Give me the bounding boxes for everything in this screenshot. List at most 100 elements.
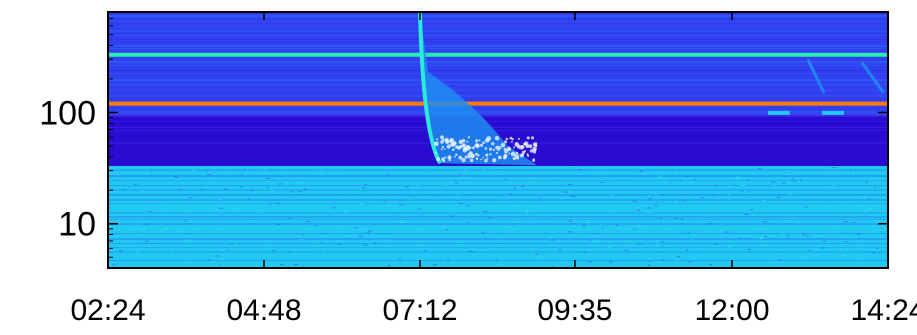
noise-speck	[207, 173, 212, 175]
noise-speck	[418, 263, 421, 265]
noise-speck	[568, 231, 572, 233]
noise-speck	[786, 170, 790, 172]
noise-speck	[823, 240, 827, 242]
band-striation	[108, 180, 888, 182]
burst-speck	[466, 140, 469, 143]
burst-speck	[503, 140, 508, 144]
band-striation	[108, 123, 888, 125]
noise-speck	[459, 203, 463, 205]
noise-speck	[530, 249, 533, 251]
noise-speck	[635, 186, 637, 188]
noise-speck	[415, 228, 420, 230]
band-striation	[108, 39, 888, 40]
noise-speck	[772, 220, 774, 222]
noise-speck	[871, 177, 875, 179]
noise-speck	[151, 206, 153, 208]
noise-speck	[608, 246, 612, 248]
noise-speck	[814, 204, 818, 206]
noise-speck	[228, 171, 232, 173]
noise-speck	[435, 191, 438, 193]
noise-speck	[430, 198, 432, 200]
noise-speck	[534, 207, 538, 209]
noise-speck	[513, 187, 517, 189]
noise-speck	[688, 261, 692, 263]
noise-speck	[747, 179, 751, 181]
burst-speck	[486, 157, 489, 160]
noise-speck	[639, 170, 643, 172]
noise-speck	[852, 171, 854, 173]
noise-speck	[747, 248, 751, 250]
band-striation	[108, 233, 888, 235]
noise-speck	[396, 198, 399, 200]
noise-speck	[770, 261, 773, 263]
burst-speck	[505, 137, 509, 141]
noise-speck	[563, 191, 568, 193]
noise-speck	[412, 185, 414, 187]
noise-speck	[629, 241, 634, 243]
noise-speck	[659, 218, 662, 220]
noise-speck	[725, 231, 729, 233]
noise-speck	[318, 170, 323, 172]
noise-speck	[141, 189, 143, 191]
x-tick-label: 07:12	[382, 294, 457, 327]
noise-speck	[290, 191, 293, 193]
noise-speck	[398, 258, 402, 260]
noise-speck	[798, 223, 801, 225]
noise-speck	[421, 258, 426, 260]
noise-speck	[294, 263, 299, 265]
noise-speck	[399, 222, 404, 224]
noise-speck	[335, 174, 338, 176]
noise-speck	[280, 263, 284, 265]
noise-speck	[541, 215, 546, 217]
noise-speck	[656, 244, 659, 246]
noise-speck	[115, 188, 117, 190]
band-striation	[108, 251, 888, 254]
noise-speck	[455, 182, 459, 184]
noise-speck	[354, 227, 358, 229]
noise-speck	[685, 176, 689, 178]
band-striation	[108, 26, 888, 27]
noise-speck	[247, 198, 251, 200]
burst-speck	[474, 152, 478, 156]
burst-speck	[484, 159, 488, 163]
noise-speck	[416, 185, 419, 187]
band-striation	[108, 61, 888, 63]
noise-speck	[839, 236, 842, 238]
noise-speck	[831, 226, 836, 228]
noise-speck	[277, 203, 281, 205]
noise-speck	[734, 183, 736, 185]
noise-speck	[759, 238, 763, 240]
noise-speck	[271, 250, 276, 252]
burst-speck	[445, 139, 448, 143]
noise-speck	[483, 211, 487, 213]
noise-speck	[192, 169, 197, 171]
band-striation	[108, 230, 888, 233]
noise-speck	[161, 214, 165, 216]
noise-speck	[490, 205, 492, 207]
noise-speck	[265, 169, 267, 171]
burst-speck	[532, 158, 536, 162]
burst-speck	[461, 157, 466, 163]
burst-speck	[509, 136, 513, 140]
band-striation	[108, 95, 888, 97]
burst-speck	[519, 153, 525, 158]
noise-speck	[300, 239, 303, 241]
noise-speck	[586, 222, 591, 224]
noise-speck	[647, 228, 649, 230]
plot-area	[108, 12, 888, 268]
noise-speck	[870, 252, 873, 254]
noise-speck	[867, 198, 871, 200]
noise-speck	[173, 175, 177, 177]
burst-speck	[480, 158, 483, 161]
noise-speck	[744, 211, 747, 213]
burst-speck	[508, 152, 511, 155]
burst-speck	[535, 145, 538, 148]
band-striation	[108, 166, 888, 169]
band-striation	[108, 89, 888, 91]
noise-speck	[600, 182, 605, 184]
noise-speck	[384, 205, 389, 207]
band-striation	[108, 111, 888, 113]
noise-speck	[675, 258, 679, 260]
burst-speck	[455, 153, 458, 156]
band-striation	[108, 243, 888, 245]
